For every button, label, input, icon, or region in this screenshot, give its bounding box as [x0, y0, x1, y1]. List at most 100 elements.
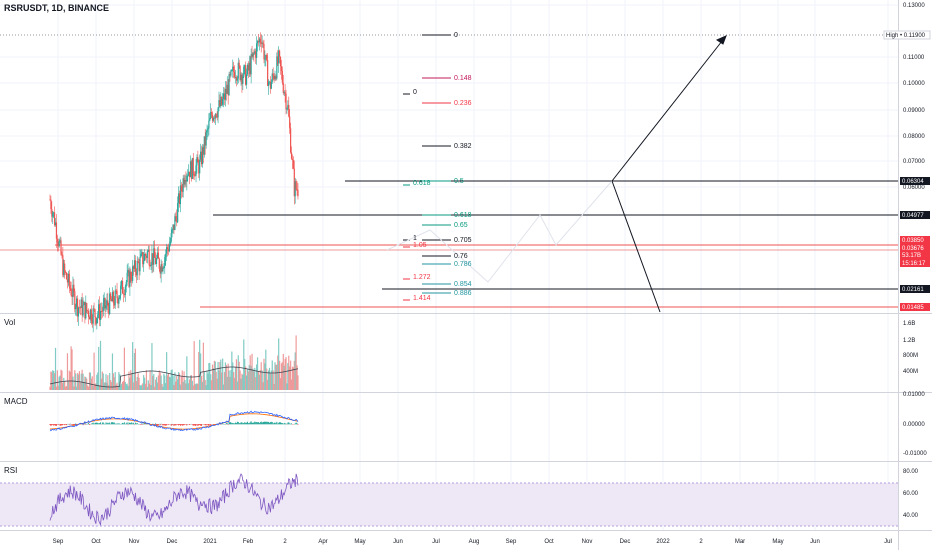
candle-body: [100, 310, 103, 312]
volume-bar: [104, 382, 106, 390]
candle-body: [67, 273, 69, 283]
candle-body: [85, 303, 87, 319]
volume-bar: [259, 370, 261, 390]
macd-histogram-bar: [134, 422, 136, 425]
macd-histogram-bar: [249, 422, 251, 425]
macd-histogram-bar: [267, 421, 269, 425]
candle-body: [214, 113, 216, 119]
macd-histogram-bar: [193, 424, 195, 426]
macd-histogram-bar: [230, 422, 232, 425]
macd-histogram-bar: [88, 424, 90, 425]
candle-body: [73, 284, 75, 292]
volume-bar: [247, 371, 249, 390]
candle-body: [69, 285, 71, 289]
macd-histogram-bar: [110, 423, 112, 425]
volume-ma-line: [49, 366, 299, 388]
candle-body: [233, 71, 236, 78]
volume-bar: [212, 368, 215, 390]
candle-body: [111, 291, 114, 302]
candle-body: [115, 290, 117, 292]
rsi-tick-label: 40.00: [903, 513, 919, 519]
volume-bar: [110, 382, 113, 390]
volume-bar: [182, 381, 184, 390]
candle-body: [91, 320, 93, 324]
projection-path[interactable]: [386, 35, 727, 313]
volume-bar: [280, 363, 283, 390]
macd-histogram-bar: [84, 422, 86, 425]
volume-bar: [123, 347, 125, 390]
macd-histogram-bar: [239, 423, 241, 425]
candle-body: [151, 253, 153, 265]
volume-bar: [223, 372, 226, 390]
macd-histogram-bar: [170, 424, 172, 426]
candle-body: [260, 41, 262, 44]
candle-body: [177, 193, 180, 204]
macd-histogram-bar: [237, 421, 239, 425]
candle-body: [117, 297, 119, 304]
macd-histogram-bar: [205, 424, 207, 426]
time-axis[interactable]: Sep Oct Nov Dec 2021 Feb 2 Apr May Jun Jul Aug Sep Oc…: [53, 539, 892, 545]
candle-body: [168, 244, 170, 252]
candle-body: [274, 76, 276, 80]
volume-bar: [192, 385, 194, 390]
candle-body: [201, 147, 204, 165]
macd-histogram-bar: [263, 421, 265, 425]
volume-bar: [136, 376, 138, 390]
candle-body: [256, 43, 258, 58]
volume-bar: [148, 383, 150, 390]
macd-histogram-bar: [127, 424, 129, 425]
macd-histogram-bar: [277, 423, 279, 425]
macd-histogram-bar: [195, 424, 197, 426]
volume-bar: [273, 383, 275, 390]
volume-bar: [240, 378, 242, 390]
volume-bar: [204, 379, 206, 390]
volume-bar: [194, 384, 196, 390]
candle-body: [277, 56, 279, 64]
candle-body: [192, 158, 194, 174]
volume-bar: [61, 370, 63, 390]
macd-histogram-bar: [229, 421, 231, 425]
candle-body: [161, 264, 163, 272]
macd-histogram-bar: [49, 424, 51, 425]
volume-bar: [87, 385, 89, 390]
volume-bar: [232, 362, 234, 390]
volume-bar: [279, 360, 281, 390]
candle-body: [259, 38, 261, 42]
candle-body: [244, 65, 246, 67]
price-badge: [900, 259, 930, 267]
volume-bar: [132, 342, 134, 390]
price-axis[interactable]: 0.13000 0.11000 0.10000 0.09000 0.08000 0.070…: [903, 3, 925, 191]
macd-histogram-bar: [176, 424, 178, 425]
volume-bar: [156, 382, 159, 390]
macd-histogram-bar: [73, 424, 75, 426]
candle-body: [198, 162, 200, 174]
volume-bar: [267, 370, 270, 390]
price-tick-label: 0.10000: [903, 81, 925, 87]
volume-bar: [101, 371, 103, 390]
macd-histogram-bar: [231, 423, 233, 425]
candle-body: [127, 270, 129, 273]
candle-body: [140, 253, 142, 258]
candle-body: [126, 272, 128, 283]
candle-body: [283, 92, 285, 94]
volume-bar: [167, 373, 170, 390]
volume-bar: [51, 372, 53, 390]
price-badge: [900, 177, 930, 185]
level-lines[interactable]: [0, 180, 898, 308]
candle-body: [122, 293, 125, 295]
grid-lines: [0, 0, 898, 530]
volume-bar: [265, 349, 267, 390]
macd-histogram-bar: [57, 424, 59, 425]
candle-body: [120, 285, 122, 296]
candle-body: [185, 179, 187, 182]
candle-body: [93, 308, 95, 310]
volume-bar: [266, 368, 268, 390]
time-tick-label: Dec: [620, 539, 631, 545]
candle-body: [98, 304, 101, 320]
volume-bar: [135, 381, 137, 390]
macd-histogram-bar: [97, 422, 99, 425]
rsi-tick-label: 80.00: [903, 469, 919, 475]
volume-bar: [53, 373, 56, 390]
candle-body: [249, 62, 251, 75]
